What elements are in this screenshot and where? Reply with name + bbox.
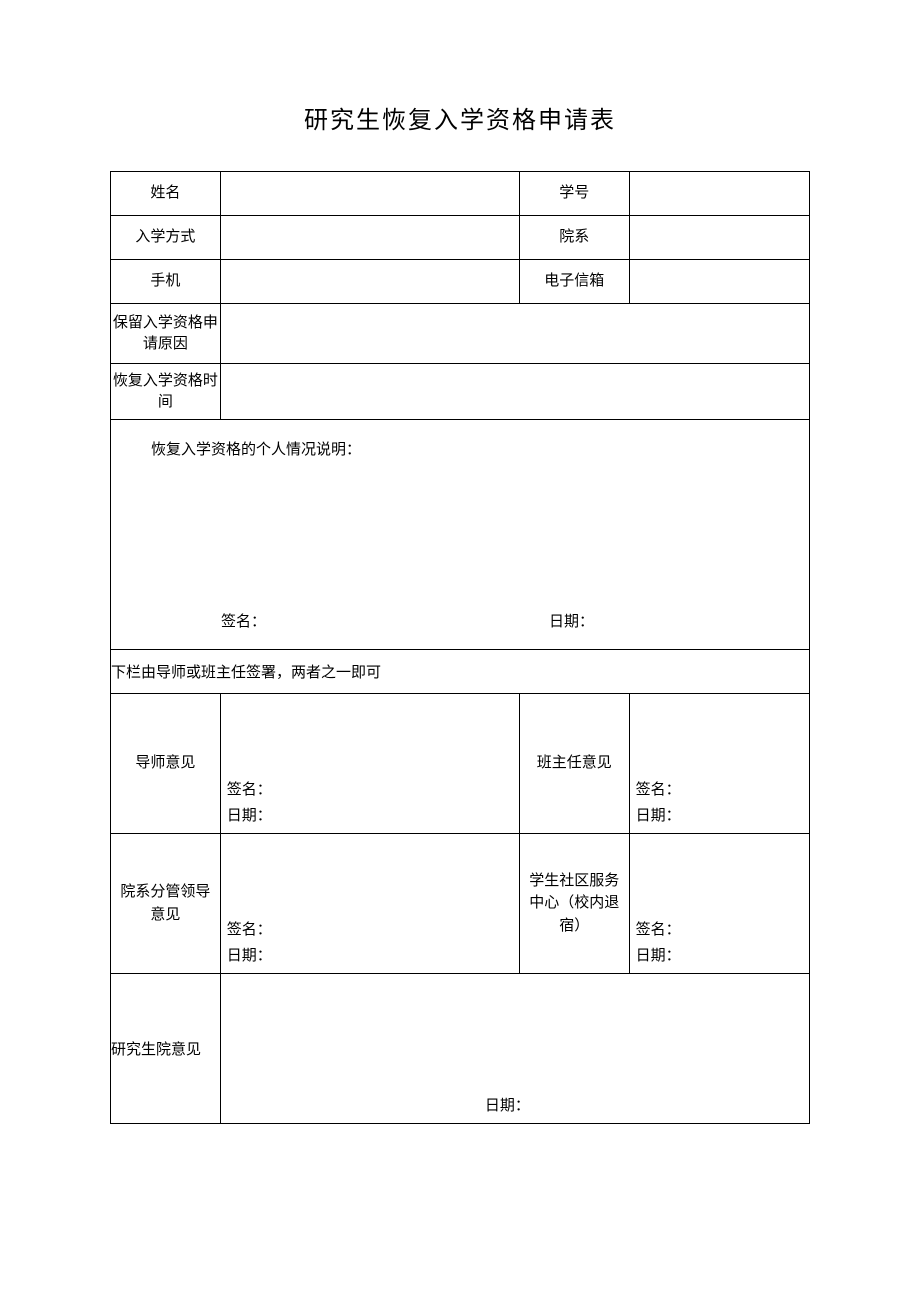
row-retain-reason: 保留入学资格申请原因 xyxy=(111,304,810,364)
cell-gradschool-opinion[interactable]: 日期： xyxy=(220,974,809,1124)
cell-deptleader-opinion[interactable]: 签名： 日期： xyxy=(220,834,519,974)
row-note: 下栏由导师或班主任签署，两者之一即可 xyxy=(111,650,810,694)
explanation-sign-row: 签名： 日期： xyxy=(111,610,809,631)
row-phone-email: 手机 电子信箱 xyxy=(111,260,810,304)
note-text: 下栏由导师或班主任签署，两者之一即可 xyxy=(111,650,810,694)
label-community-center: 学生社区服务中心（校内退宿） xyxy=(519,834,629,974)
value-resume-time[interactable] xyxy=(220,364,809,420)
classteacher-date-label: 日期： xyxy=(636,804,681,825)
label-gradschool-opinion: 研究生院意见 xyxy=(111,974,221,1124)
explanation-date-label: 日期： xyxy=(549,610,809,631)
label-phone: 手机 xyxy=(111,260,221,304)
label-department: 院系 xyxy=(519,216,629,260)
deptleader-signature-label: 签名： xyxy=(227,918,272,939)
value-email[interactable] xyxy=(629,260,809,304)
cell-community-center[interactable]: 签名： 日期： xyxy=(629,834,809,974)
cell-advisor-opinion[interactable]: 签名： 日期： xyxy=(220,694,519,834)
cell-explanation[interactable]: 恢复入学资格的个人情况说明： 签名： 日期： xyxy=(111,420,810,650)
row-gradschool: 研究生院意见 日期： xyxy=(111,974,810,1124)
community-date-label: 日期： xyxy=(636,944,681,965)
cell-classteacher-opinion[interactable]: 签名： 日期： xyxy=(629,694,809,834)
form-title: 研究生恢复入学资格申请表 xyxy=(110,100,810,135)
row-explanation: 恢复入学资格的个人情况说明： 签名： 日期： xyxy=(111,420,810,650)
advisor-signature-label: 签名： xyxy=(227,778,272,799)
classteacher-signature-label: 签名： xyxy=(636,778,681,799)
page: 研究生恢复入学资格申请表 姓名 学号 入学方式 院系 手机 电子信箱 xyxy=(0,0,920,1301)
value-studentno[interactable] xyxy=(629,172,809,216)
explanation-signature-label: 签名： xyxy=(111,610,549,631)
application-form: 姓名 学号 入学方式 院系 手机 电子信箱 保留入学资格申请原因 恢复入学资格时… xyxy=(110,171,810,1124)
value-name[interactable] xyxy=(220,172,519,216)
row-resume-time: 恢复入学资格时间 xyxy=(111,364,810,420)
label-name: 姓名 xyxy=(111,172,221,216)
label-deptleader-opinion: 院系分管领导意见 xyxy=(111,834,221,974)
row-admission-dept: 入学方式 院系 xyxy=(111,216,810,260)
value-admission-mode[interactable] xyxy=(220,216,519,260)
label-studentno: 学号 xyxy=(519,172,629,216)
label-admission-mode: 入学方式 xyxy=(111,216,221,260)
row-advisor-classteacher: 导师意见 签名： 日期： 班主任意见 签名： 日期： xyxy=(111,694,810,834)
deptleader-date-label: 日期： xyxy=(227,944,272,965)
label-advisor-opinion: 导师意见 xyxy=(111,694,221,834)
label-classteacher-opinion: 班主任意见 xyxy=(519,694,629,834)
value-phone[interactable] xyxy=(220,260,519,304)
gradschool-date-label: 日期： xyxy=(485,1094,530,1115)
value-retain-reason[interactable] xyxy=(220,304,809,364)
label-resume-time: 恢复入学资格时间 xyxy=(111,364,221,420)
community-signature-label: 签名： xyxy=(636,918,681,939)
row-deptleader-community: 院系分管领导意见 签名： 日期： 学生社区服务中心（校内退宿） 签名： 日期： xyxy=(111,834,810,974)
value-department[interactable] xyxy=(629,216,809,260)
row-name-studentno: 姓名 学号 xyxy=(111,172,810,216)
label-retain-reason: 保留入学资格申请原因 xyxy=(111,304,221,364)
label-email: 电子信箱 xyxy=(519,260,629,304)
advisor-date-label: 日期： xyxy=(227,804,272,825)
explanation-heading: 恢复入学资格的个人情况说明： xyxy=(111,420,809,459)
